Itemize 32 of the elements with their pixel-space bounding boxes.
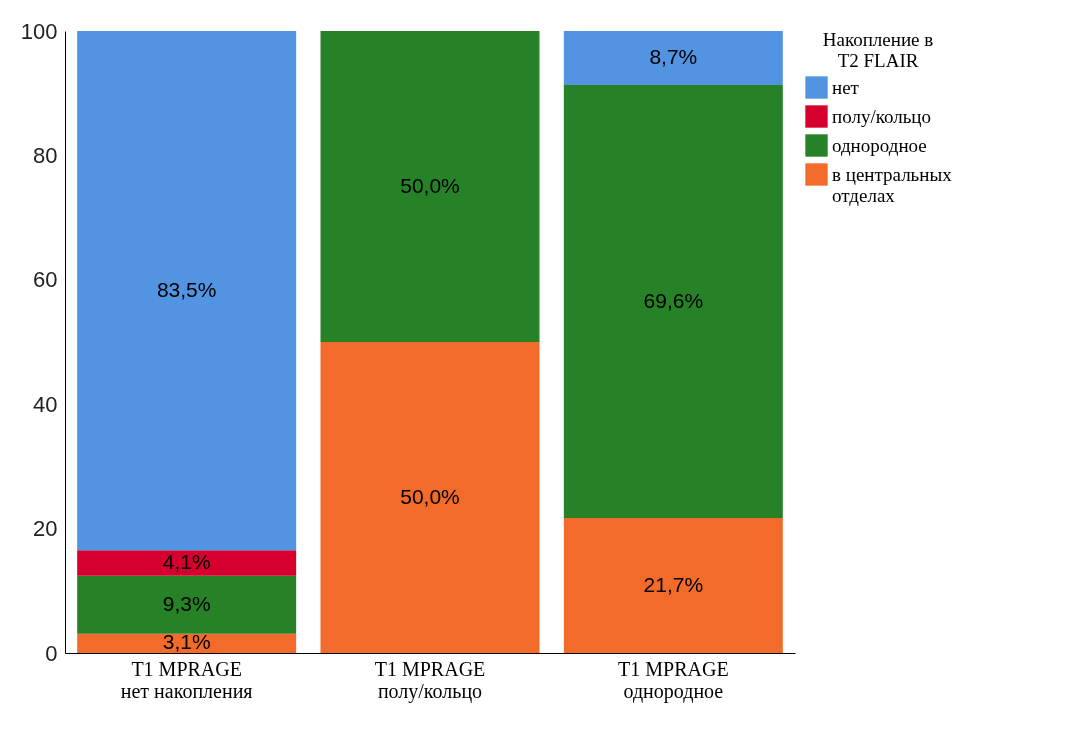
- data-label: 3,1%: [162, 630, 211, 654]
- data-label: 21,7%: [643, 572, 704, 596]
- bar: [77, 31, 297, 551]
- legend-label: в центральных отделах: [832, 163, 953, 206]
- bar: [77, 633, 297, 653]
- legend-title: Накопление в T2 FLAIR: [822, 29, 934, 71]
- x-tick-label: T1 MPRAGE полу/кольцо: [374, 657, 486, 703]
- data-label: 69,6%: [643, 288, 704, 312]
- y-tick-label: 20: [33, 516, 58, 542]
- bar: [563, 85, 783, 519]
- y-tick-label: 0: [45, 640, 58, 666]
- y-tick-label: 40: [33, 391, 58, 417]
- data-label: 83,5%: [156, 277, 217, 301]
- x-tick-label: T1 MPRAGE нет накопления: [120, 657, 253, 702]
- data-label: 50,0%: [400, 173, 460, 197]
- data-label: 4,1%: [162, 550, 211, 574]
- y-tick-label: 80: [33, 142, 58, 168]
- y-tick-label: 60: [33, 267, 58, 293]
- bar: [77, 575, 297, 634]
- data-label: 50,0%: [400, 484, 460, 508]
- legend-label: нет: [832, 76, 860, 98]
- y-tick-label: 100: [20, 18, 58, 44]
- legend-label: однородное: [832, 134, 927, 156]
- data-label: 8,7%: [649, 45, 698, 69]
- bar: [563, 31, 783, 86]
- bar: [563, 518, 783, 653]
- bar: [77, 550, 297, 576]
- x-tick-label: T1 MPRAGE однородное: [618, 657, 729, 703]
- bar: [320, 31, 540, 342]
- data-label: 9,3%: [162, 591, 211, 615]
- bar: [320, 342, 540, 653]
- legend-label: полу/кольцо: [832, 105, 932, 127]
